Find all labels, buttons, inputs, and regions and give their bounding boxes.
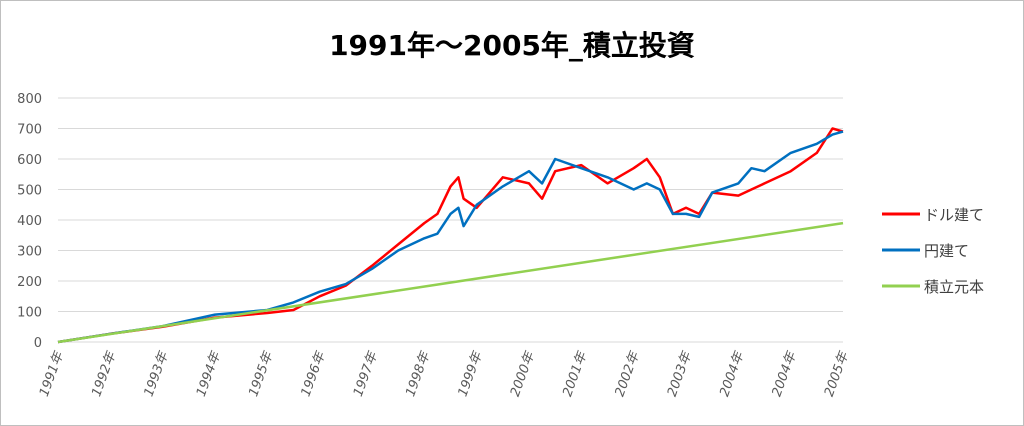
x-tick-label: 2004年	[717, 348, 748, 398]
legend-label: ドル建て	[924, 206, 984, 224]
x-tick-label: 1997年	[351, 348, 382, 398]
x-tick-label: 1991年	[37, 348, 68, 398]
series-line-積立元本	[57, 221, 844, 344]
x-tick-label: 2001年	[560, 348, 591, 398]
y-tick-label: 400	[17, 214, 42, 229]
y-tick-label: 0	[34, 336, 42, 351]
x-tick-label: 2003年	[665, 348, 696, 398]
x-tick-label: 1995年	[246, 348, 277, 398]
x-tick-label: 1994年	[194, 348, 225, 398]
x-tick-label: 2005年	[822, 348, 853, 398]
x-tick-label: 2002年	[613, 348, 644, 398]
x-tick-label: 1996年	[299, 348, 330, 398]
chart-title: 1991年～2005年_積立投資	[329, 29, 695, 62]
legend-label: 円建て	[924, 242, 969, 260]
x-tick-label: 1998年	[403, 348, 434, 398]
series-line-ドル建て	[57, 127, 844, 344]
y-tick-label: 700	[17, 123, 42, 138]
x-tick-label: 2004年	[770, 348, 801, 398]
x-tick-label: 2000年	[508, 348, 539, 398]
series-line-円建て	[57, 130, 844, 344]
y-tick-label: 500	[17, 184, 42, 199]
y-tick-label: 100	[17, 306, 42, 321]
legend-label: 積立元本	[924, 278, 984, 296]
y-tick-label: 800	[17, 92, 42, 107]
x-tick-label: 1992年	[89, 348, 120, 398]
y-tick-label: 300	[17, 245, 42, 260]
x-tick-label: 1993年	[142, 348, 173, 398]
y-tick-label: 200	[17, 275, 42, 290]
x-tick-label: 1999年	[456, 348, 487, 398]
y-tick-label: 600	[17, 153, 42, 168]
